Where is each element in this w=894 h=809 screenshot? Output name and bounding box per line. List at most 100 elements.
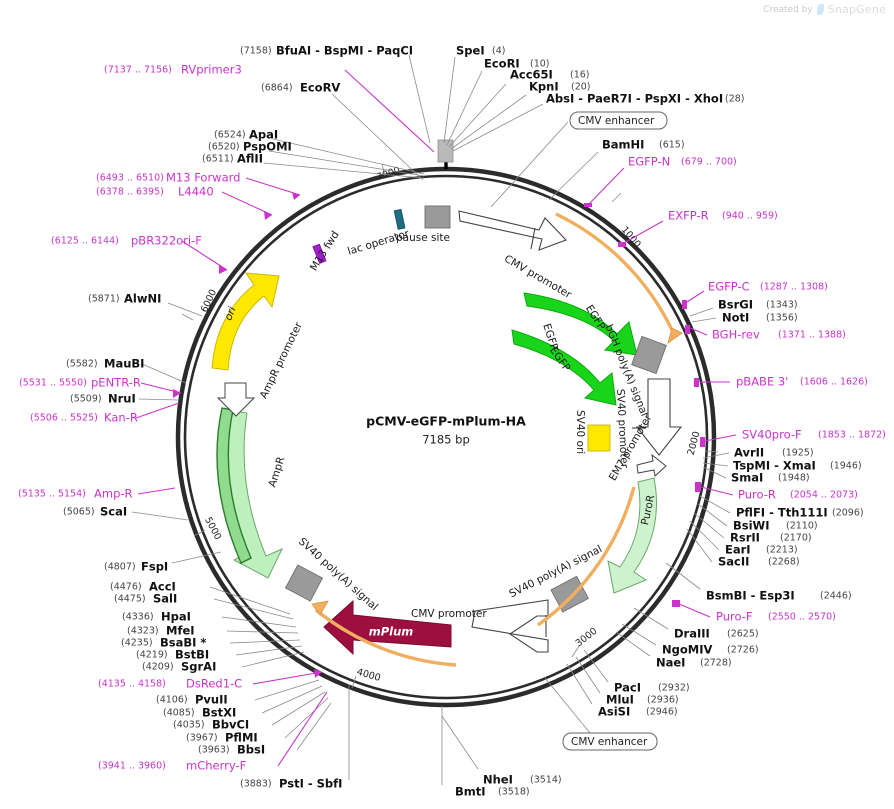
enzyme-name-acci: AccI [149,580,176,594]
primer-name-pbr322: pBR322ori-F [131,234,202,248]
egfp-arrow-2 [511,329,617,406]
primer-range-exfpr: (940 .. 959) [722,211,778,222]
snapgene-leaf-icon [816,4,824,15]
enzyme-name-psti: PstI - SbfI [279,777,342,791]
enzyme-pos-4323: (4323) [127,626,159,637]
enzyme-pos-avrii: (1925) [782,448,814,459]
ori-arrow [211,272,280,371]
enzyme-pos-asisi: (2946) [646,707,678,718]
enzyme-pos-4336: (4336) [122,612,154,623]
enzyme-pos-smai: (1948) [778,473,810,484]
primer-name-egfpc: EGFP-C [708,280,750,294]
enzyme-name-bsrgi: BsrGI [718,298,753,312]
primer-range-sv40prof: (1853 .. 1872) [818,430,886,441]
enzyme-pos-bsiwi: (2110) [786,521,818,532]
cmv-enhancer-top-label: CMV enhancer [578,115,655,127]
enzyme-pos-bsmbi: (2446) [820,591,852,602]
primer-range-dsred1c: (4135 .. 4158) [98,679,166,690]
enzyme-pos-ecori: (10) [530,59,550,70]
enzyme-name-asisi: AsiSI [598,705,630,719]
ori-label: ori [222,305,238,322]
tick-label-3000: 3000 [574,626,600,650]
enzyme-pos-paci: (2932) [658,683,690,694]
enzyme-pos-absi: (28) [725,94,745,105]
labels-top-left: (7158) BfuAI - BspMI - PaqCI (7137 .. 71… [18,44,435,791]
enzyme-pos-spei: (4) [492,46,505,57]
cmv-enhancer-bottom-badge: CMV enhancer [562,732,658,751]
enzyme-name-naei: NaeI [656,656,685,670]
enzyme-name-aflii: AflII [237,152,263,166]
enzyme-name-pspomi: PspOMI [243,140,292,154]
cmv-promoter-bottom-label: CMV promoter [411,608,487,620]
sv40-ori-box [587,424,611,452]
watermark-prefix: Created by [763,4,813,15]
primer-range-egfpc: (1287 .. 1308) [760,282,828,293]
enzyme-pos-3883: (3883) [240,779,272,790]
enzyme-pos-4475: (4475) [114,594,146,605]
cmv-promoter-bottom-arrow [471,599,549,653]
enzyme-name-absi: AbsI - PaeR7I - PspXI - XhoI [546,92,723,106]
m13-fwd-marker [312,243,327,264]
enzyme-name-noti: NotI [722,311,749,325]
watermark-brand: SnapGene [827,3,886,16]
ampr-arrow [224,409,284,579]
primer-name-sv40prof: SV40pro-F [742,428,802,442]
primer-name-purof: Puro-F [716,610,753,624]
primer-range-rvprimer3: (7137 .. 7156) [104,65,172,76]
enzyme-pos-5065: (5065) [63,507,95,518]
primer-range-bghrev: (1371 .. 1388) [778,330,846,341]
enzyme-pos-5871: (5871) [88,294,120,305]
enzyme-pos-eari: (2213) [766,545,798,556]
primer-range-purof: (2550 .. 2570) [768,612,836,623]
enzyme-name-scai: ScaI [100,505,127,519]
primer-name-bghrev: BGH-rev [712,328,760,342]
em7-promoter-label: EM7 promoter [607,412,655,483]
puror-arrow [607,477,657,594]
enzyme-name-bbsi: BbsI [237,743,265,757]
enzyme-name-bamhi: BamHI [602,138,644,152]
primer-name-m13f: M13 Forward [166,171,240,185]
enzyme-pos-ngomiv: (2726) [727,645,759,656]
primer-name-exfpr: EXFP-R [668,209,709,223]
primer-range-pbr322: (6125 .. 6144) [51,236,119,247]
enzyme-name-bmti: BmtI [455,785,486,799]
enzyme-pos-mlui: (2936) [647,695,679,706]
enzyme-pos-6520: (6520) [208,142,240,153]
em7-promoter-arrow [636,453,667,477]
enzyme-name-bstbi: BstBI [175,648,209,662]
primer-range-ampr: (5135 .. 5154) [18,489,86,500]
enzyme-pos-bamhi: (615) [659,140,685,151]
enzyme-pos-naei: (2728) [700,658,732,669]
primer-name-dsred1c: DsRed1-C [186,677,242,691]
enzyme-name-paci: PacI [614,681,641,695]
enzyme-pos-4807: (4807) [104,562,136,573]
cmv-enhancer-bottom-label: CMV enhancer [571,736,648,748]
enzyme-pos-4476: (4476) [110,582,142,593]
m13-fwd-label: M13 fwd [308,229,342,273]
enzyme-pos-sacii: (2268) [768,557,800,568]
enzyme-pos-7158: (7158) [240,46,272,57]
enzyme-name-bfuai: BfuAI - BspMI - PaqCI [276,44,413,58]
enzyme-pos-acc65i: (16) [570,70,590,81]
enzyme-name-mlui: MluI [606,693,634,707]
primer-name-rvprimer3: RVprimer3 [181,63,242,77]
primer-name-ampr: Amp-R [94,487,133,501]
mplum-arrow [323,599,452,656]
lac-operator-marker [393,208,406,230]
enzyme-pos-6524: (6524) [214,130,246,141]
enzyme-pos-6864: (6864) [261,83,293,94]
enzyme-pos-4219: (4219) [136,650,168,661]
ampr-promoter-label: AmpR promoter [258,320,306,401]
enzyme-name-avrii: AvrII [734,446,764,460]
primer-range-kanr: (5506 .. 5525) [30,413,98,424]
enzyme-name-kpni: KpnI [529,80,559,94]
enzyme-name-nrui: NruI [108,392,136,406]
enzyme-name-sali: SalI [153,592,177,606]
primer-name-puror: Puro-R [738,488,776,502]
enzyme-pos-rsrii: (2170) [780,533,812,544]
pause-site-box [424,205,451,229]
enzyme-pos-bsrgi: (1343) [766,300,798,311]
enzyme-pos-6511: (6511) [202,154,234,165]
enzyme-name-maubi: MauBI [104,357,144,371]
primer-range-puror: (2054 .. 2073) [790,490,858,501]
